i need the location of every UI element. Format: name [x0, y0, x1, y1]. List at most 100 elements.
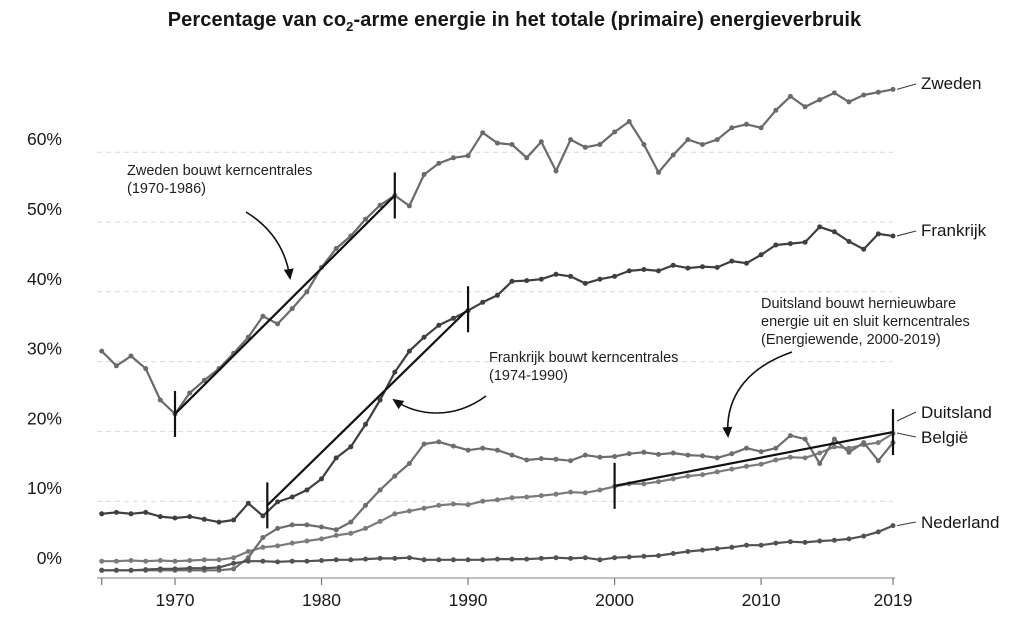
x-tick-label-1990: 1990	[449, 590, 488, 610]
series-point-frankrijk	[216, 519, 222, 525]
series-point-zweden	[377, 202, 383, 208]
series-point-belgie	[538, 456, 544, 462]
series-point-nederland	[729, 544, 735, 550]
series-point-belgie	[568, 458, 574, 464]
series-point-belgie	[275, 525, 281, 531]
series-point-nederland	[231, 560, 237, 566]
series-point-zweden	[568, 137, 574, 143]
series-point-zweden	[465, 153, 471, 159]
series-point-frankrijk	[363, 421, 368, 427]
series-point-belgie	[802, 436, 808, 442]
series-point-duitsland	[245, 549, 251, 554]
y-tick-label-0%: 0%	[37, 548, 62, 568]
series-point-frankrijk	[670, 262, 676, 268]
series-point-frankrijk	[172, 515, 178, 521]
series-point-duitsland	[143, 558, 149, 564]
x-tick-label-1980: 1980	[302, 590, 341, 610]
series-zweden	[99, 86, 896, 417]
series-point-belgie	[656, 451, 661, 457]
chart-title-post: -arme energie in het totale (primaire) e…	[353, 9, 862, 31]
series-point-nederland	[333, 557, 339, 563]
series-point-belgie	[524, 457, 530, 463]
series-point-nederland	[465, 557, 471, 563]
series-point-frankrijk	[187, 514, 193, 520]
trend-line-0	[173, 172, 396, 437]
series-point-frankrijk	[245, 500, 251, 506]
series-point-frankrijk	[802, 239, 808, 245]
series-point-duitsland	[392, 511, 398, 517]
annotation-zweden-line2: (1970-1986)	[127, 181, 206, 197]
series-point-zweden	[714, 137, 720, 143]
series-point-nederland	[157, 566, 163, 572]
series-point-duitsland	[524, 494, 530, 500]
series-point-duitsland	[875, 440, 881, 446]
series-point-frankrijk	[99, 511, 105, 517]
series-point-duitsland	[670, 476, 676, 482]
series-point-zweden	[509, 142, 515, 147]
series-point-frankrijk	[641, 267, 647, 272]
series-point-frankrijk	[729, 258, 735, 264]
series-point-frankrijk	[201, 516, 207, 522]
series-point-nederland	[831, 537, 837, 543]
series-point-nederland	[363, 556, 368, 562]
series-point-frankrijk	[597, 276, 603, 282]
series-point-duitsland	[377, 518, 383, 524]
series-point-duitsland	[509, 495, 515, 501]
series-point-frankrijk	[275, 499, 281, 505]
series-point-frankrijk	[787, 241, 793, 247]
series-point-nederland	[700, 547, 705, 553]
series-point-nederland	[275, 559, 281, 565]
series-label-nederland: Nederland	[921, 513, 1000, 532]
series-point-frankrijk	[773, 242, 779, 248]
series-point-frankrijk	[890, 233, 896, 239]
series-point-duitsland	[216, 557, 222, 563]
series-point-nederland	[524, 556, 530, 562]
series-point-nederland	[612, 555, 618, 561]
series-point-frankrijk	[304, 487, 310, 493]
series-point-duitsland	[201, 557, 207, 563]
series-point-nederland	[685, 549, 691, 554]
series-point-belgie	[377, 487, 383, 493]
series-point-frankrijk	[538, 276, 544, 282]
series-point-duitsland	[802, 455, 808, 461]
y-tick-label-10%: 10%	[27, 478, 62, 498]
series-point-zweden	[201, 377, 207, 383]
series-point-frankrijk	[656, 268, 661, 274]
series-point-belgie	[626, 451, 632, 457]
series-point-zweden	[846, 99, 852, 105]
series-point-nederland	[582, 555, 588, 561]
series-point-frankrijk	[714, 264, 720, 270]
series-point-duitsland	[231, 555, 237, 561]
series-point-belgie	[700, 453, 705, 459]
series-point-nederland	[406, 555, 412, 561]
annotation-arrow-zweden	[245, 211, 294, 280]
series-point-nederland	[494, 556, 500, 562]
series-point-duitsland	[480, 498, 486, 504]
series-point-belgie	[436, 439, 442, 445]
series-point-duitsland	[113, 558, 119, 564]
series-point-belgie	[831, 436, 837, 442]
series-point-nederland	[187, 565, 193, 571]
series-point-duitsland	[714, 469, 720, 475]
series-point-zweden	[157, 397, 163, 403]
series-point-zweden	[582, 144, 588, 150]
series-point-nederland	[656, 553, 661, 559]
series-point-belgie	[231, 566, 237, 572]
series-point-duitsland	[553, 491, 559, 497]
series-point-zweden	[831, 90, 837, 96]
series-point-belgie	[846, 449, 852, 455]
series-point-zweden	[553, 168, 559, 174]
series-point-nederland	[319, 558, 324, 563]
series-nederland	[99, 523, 896, 573]
series-label-belgie: België	[921, 428, 969, 447]
x-tick-label-1970: 1970	[156, 590, 195, 610]
series-point-belgie	[685, 452, 691, 458]
series-point-belgie	[597, 454, 603, 460]
series-point-belgie	[773, 445, 779, 451]
series-point-nederland	[421, 557, 427, 563]
series-point-nederland	[802, 539, 808, 545]
annotation-arrow-frankrijk	[392, 395, 487, 414]
series-point-zweden	[289, 306, 295, 312]
series-point-zweden	[875, 89, 881, 95]
